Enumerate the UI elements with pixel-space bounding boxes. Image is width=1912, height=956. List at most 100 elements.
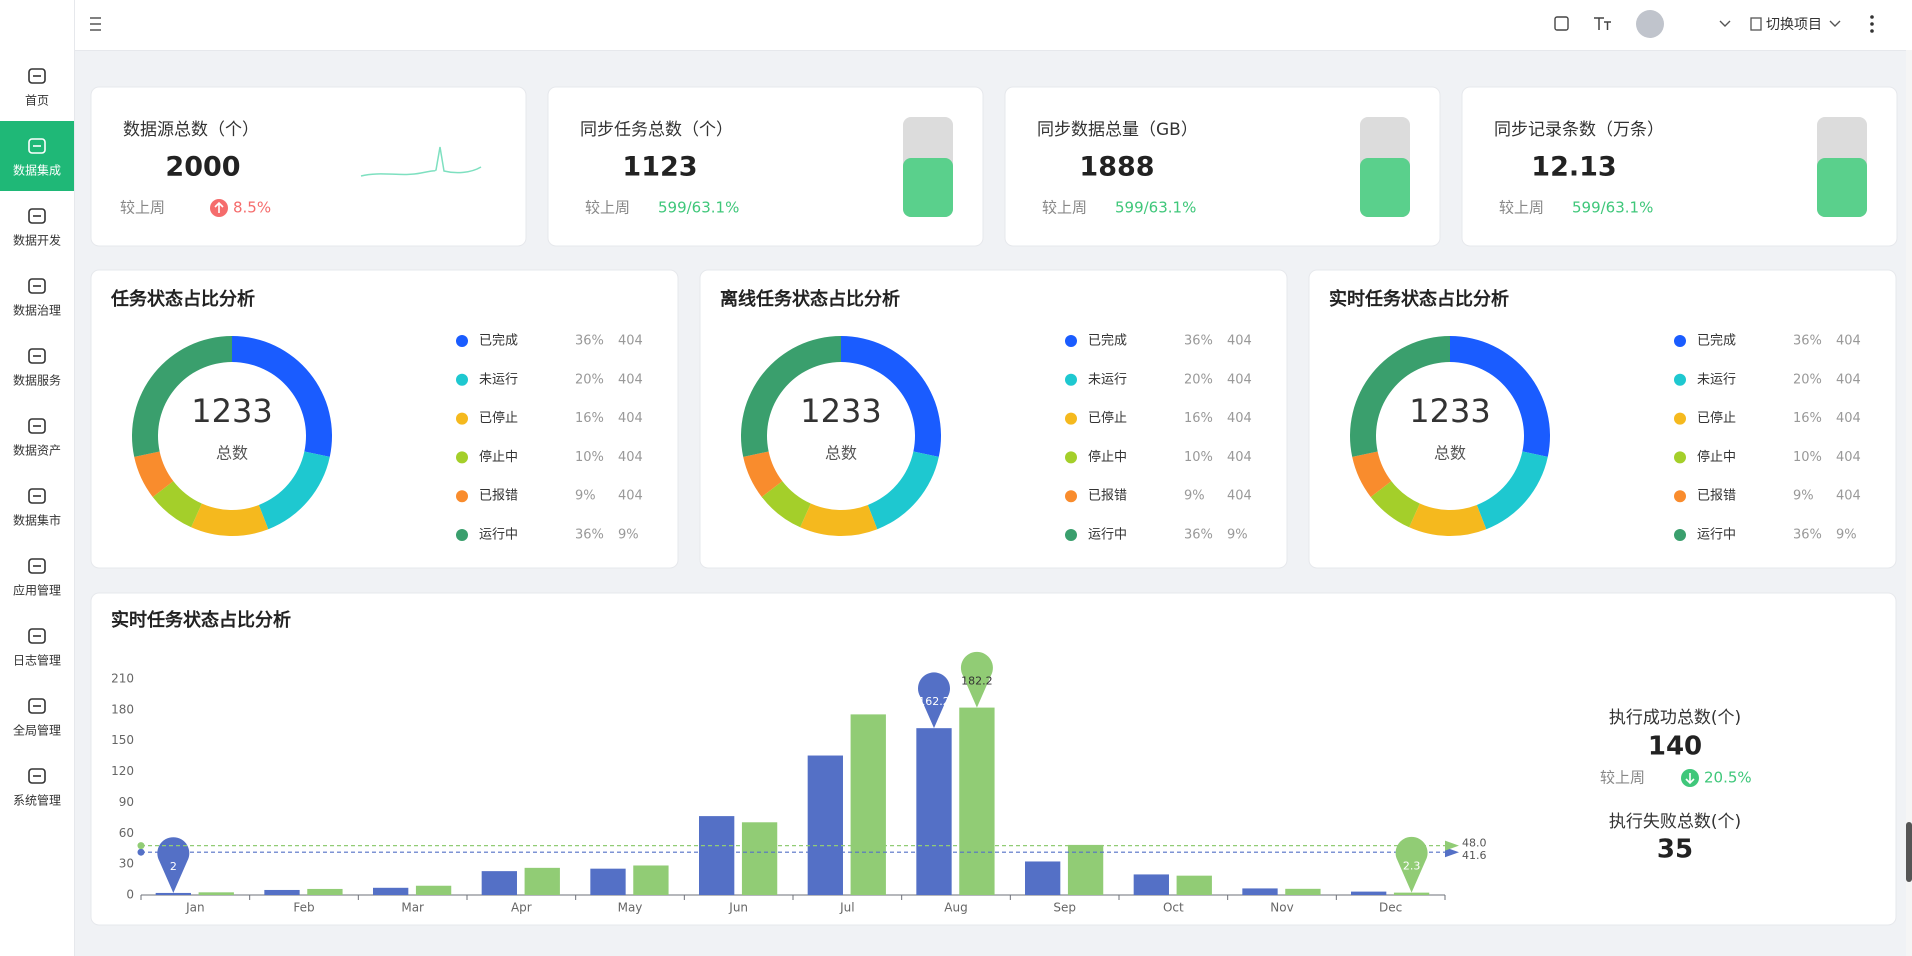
kpi-value: 2000 (165, 152, 240, 183)
kpi-change: 599/63.1% (1572, 199, 1653, 217)
summary-label: 执行成功总数(个) (1609, 708, 1741, 728)
bar (1285, 888, 1321, 895)
x-tick-label: Jan (185, 901, 205, 915)
summary-label: 执行失败总数(个) (1609, 812, 1741, 832)
donut-segment (1409, 503, 1487, 536)
legend-dot (1674, 412, 1686, 425)
bar (307, 888, 343, 895)
sidebar-item[interactable]: 数据资产 (13, 443, 61, 458)
font-icon[interactable] (1594, 17, 1611, 30)
legend-dot (1065, 529, 1077, 541)
chevron[interactable] (1829, 20, 1841, 27)
donut-segment (134, 451, 174, 497)
x-tick-label: Mar (401, 901, 424, 915)
sidebar-icon (28, 138, 46, 154)
summary-value: 140 (1648, 732, 1702, 762)
donut-segment (1476, 451, 1548, 530)
pin-label: 162.2 (918, 695, 950, 708)
kpi-value: 12.13 (1531, 152, 1616, 183)
card (1461, 86, 1898, 247)
legend-dot (1065, 451, 1077, 464)
chart-title: 实时任务状态占比分析 (111, 609, 291, 631)
sidebar-icon (28, 628, 46, 644)
kpi-title: 数据源总数（个） (123, 120, 259, 140)
sidebar-item[interactable]: 数据集成 (13, 163, 61, 178)
legend-dot (1674, 373, 1686, 386)
scrollbar-thumb[interactable] (1906, 822, 1912, 882)
sidebar-icon (28, 558, 46, 574)
y-tick-label: 180 (111, 702, 134, 716)
donut-segment (841, 336, 942, 457)
sparkline (360, 146, 482, 177)
kpi-value: 1123 (622, 152, 697, 183)
more-icon[interactable] (1870, 29, 1874, 33)
bar (1025, 861, 1061, 895)
legend-percent: 16% (1184, 411, 1213, 426)
topbar (75, 0, 1912, 50)
sidebar-item[interactable]: 数据集市 (13, 513, 61, 528)
legend-percent: 9% (575, 489, 596, 504)
bar (633, 865, 669, 895)
y-tick-label: 0 (126, 888, 134, 902)
screenshot-icon[interactable] (1554, 16, 1569, 31)
legend-count: 404 (618, 450, 643, 465)
donut-segment (761, 481, 811, 528)
legend-name: 已完成 (1088, 334, 1127, 349)
sidebar-active (0, 121, 74, 191)
legend-percent: 36% (575, 334, 604, 349)
more-icon[interactable] (1870, 22, 1874, 26)
legend-name: 未运行 (479, 372, 518, 387)
legend-count: 404 (1836, 450, 1861, 465)
legend-percent: 36% (575, 528, 604, 543)
sidebar-item[interactable]: 系统管理 (13, 793, 61, 808)
legend-percent: 16% (1793, 411, 1822, 426)
legend-dot (1065, 373, 1077, 386)
pin (960, 651, 993, 708)
card (1004, 86, 1441, 247)
legend-dot (456, 451, 468, 464)
legend-count: 9% (1227, 528, 1248, 543)
kpi-compare: 较上周 (1499, 199, 1544, 217)
legend-percent: 20% (1184, 372, 1213, 387)
average-label: 48.0 (1462, 837, 1487, 850)
legend-name: 运行中 (1088, 528, 1127, 543)
sidebar-item[interactable]: 全局管理 (13, 723, 61, 738)
legend-dot (1065, 412, 1077, 425)
avatar[interactable] (1636, 10, 1664, 38)
sidebar-item[interactable]: 数据治理 (13, 303, 61, 318)
chevron[interactable] (1719, 20, 1731, 27)
y-tick-label: 210 (111, 672, 134, 686)
x-tick-label: Feb (293, 901, 314, 915)
legend-name: 未运行 (1697, 372, 1736, 387)
bar (1393, 892, 1430, 895)
legend-count: 404 (1836, 489, 1861, 504)
more-icon[interactable] (1870, 15, 1874, 19)
sidebar-item[interactable]: 日志管理 (13, 653, 61, 668)
legend-name: 停止中 (1088, 449, 1127, 465)
sidebar-item[interactable]: 应用管理 (13, 583, 61, 598)
legend-name: 已停止 (479, 410, 518, 426)
x-tick-label: Apr (511, 901, 532, 915)
bar (264, 889, 300, 895)
sidebar-icon (28, 698, 46, 714)
legend-percent: 20% (1793, 372, 1822, 387)
kpi-compare: 较上周 (585, 199, 630, 217)
sidebar-icon (28, 488, 46, 504)
legend-count: 404 (1227, 450, 1252, 465)
donut-total-label: 总数 (216, 444, 248, 463)
bar (481, 871, 517, 895)
x-tick-label: Jul (839, 901, 854, 915)
donut-segment (191, 503, 269, 537)
y-tick-label: 120 (111, 764, 134, 778)
trend-icon (1685, 773, 1695, 785)
sidebar-icon (28, 768, 46, 784)
sidebar-item[interactable]: 首页 (25, 94, 49, 108)
project-switch[interactable]: 切换项目 (1766, 16, 1822, 33)
pin-label: 2 (170, 860, 177, 873)
sidebar-item[interactable]: 数据服务 (13, 373, 61, 388)
y-tick-label: 150 (111, 733, 134, 747)
donut-total-label: 总数 (825, 444, 857, 463)
sidebar-item[interactable]: 数据开发 (13, 233, 61, 248)
pin (1395, 836, 1428, 893)
